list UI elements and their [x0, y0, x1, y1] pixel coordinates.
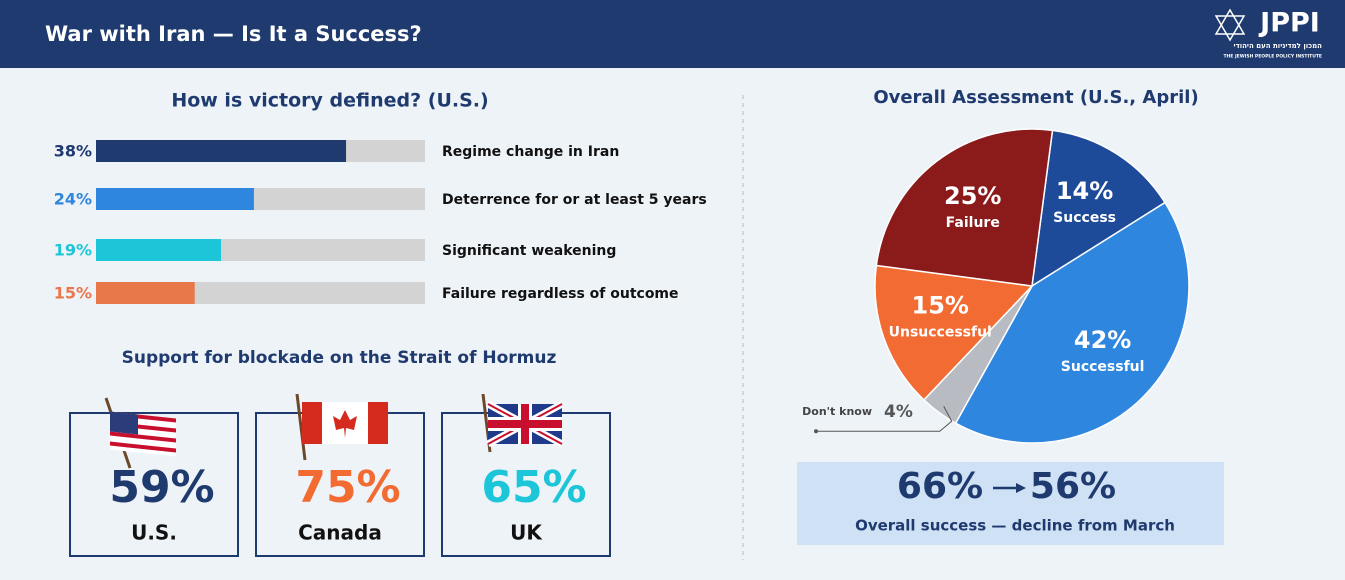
slice-category: Don't know — [802, 405, 872, 418]
flag-band — [368, 402, 388, 444]
category-label: Regime change in Iran — [442, 144, 619, 160]
pie-title: Overall Assessment (U.S., April) — [873, 87, 1198, 108]
bar — [96, 282, 195, 304]
slice-value: 14% — [1056, 177, 1113, 205]
logo-text: JPPI — [1258, 8, 1320, 39]
country-value: 65% — [481, 462, 586, 513]
country-value: 59% — [109, 462, 214, 513]
bar — [96, 188, 254, 210]
summary-caption: Overall success — decline from March — [855, 517, 1175, 535]
summary-to: 56% — [1030, 466, 1116, 507]
flag-cross — [488, 420, 562, 428]
pie-slice — [875, 128, 1054, 287]
slice-category: Success — [1053, 210, 1116, 226]
slice-value: 42% — [1074, 326, 1131, 354]
logo-star — [1214, 15, 1246, 42]
flag-uk — [481, 393, 564, 453]
logo: JPPI המכון למדיניות העם היהודי THE JEWIS… — [1214, 8, 1323, 60]
value-label: 24% — [54, 190, 92, 209]
value-label: 15% — [54, 284, 92, 303]
slice-category: Unsuccessful — [889, 324, 992, 340]
country-label: Canada — [298, 521, 382, 545]
country-label: U.S. — [131, 521, 177, 545]
summary-arrow-head — [1016, 483, 1026, 493]
slice-value: 4% — [884, 402, 913, 422]
leader-dot — [814, 429, 818, 434]
summary-from: 66% — [897, 466, 983, 507]
bar — [96, 239, 222, 261]
blockade-title: Support for blockade on the Strait of Ho… — [122, 348, 557, 368]
stripe — [110, 441, 176, 453]
bar — [96, 140, 347, 162]
value-label: 38% — [54, 142, 92, 161]
pie-slice — [1031, 129, 1167, 288]
category-label: Failure regardless of outcome — [442, 286, 679, 302]
stripe — [110, 431, 176, 443]
slice-category: Failure — [946, 215, 1000, 231]
flag-us — [104, 397, 176, 469]
country-label: UK — [510, 521, 543, 545]
logo-hebrew: המכון למדיניות העם היהודי — [1234, 42, 1323, 50]
logo-star — [1214, 8, 1246, 35]
page-title: War with Iran — Is It a Success? — [45, 22, 422, 46]
pie-slice — [874, 264, 1034, 401]
country-value: 75% — [295, 462, 400, 513]
canton — [110, 411, 138, 435]
logo-english: THE JEWISH PEOPLE POLICY INSTITUTE — [1223, 54, 1322, 60]
flag-pole — [295, 393, 307, 461]
leader-line — [816, 405, 953, 432]
maple-leaf — [333, 410, 357, 438]
flag-band — [302, 402, 322, 444]
pie-slice — [954, 201, 1190, 444]
category-label: Deterrence for or at least 5 years — [442, 192, 707, 208]
slice-value: 25% — [944, 182, 1001, 210]
header-bar — [0, 0, 1345, 68]
value-label: 19% — [54, 241, 92, 260]
flag-canada — [295, 393, 388, 461]
country-card — [69, 412, 239, 557]
bar-title: How is victory defined? (U.S.) — [171, 90, 488, 112]
slice-category: Successful — [1061, 359, 1145, 375]
slice-value: 15% — [912, 291, 969, 319]
summary-box — [797, 462, 1224, 545]
category-label: Significant weakening — [442, 243, 616, 259]
